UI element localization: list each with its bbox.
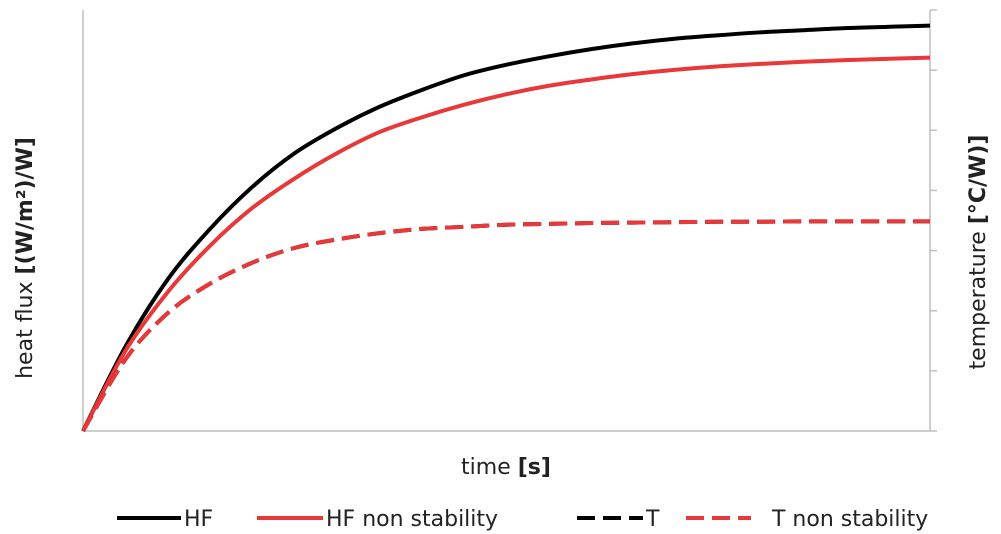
series-line-t [81,219,930,433]
left-y-axis-label: heat flux [(W/m²)/W] [13,137,38,379]
series-line-hf [81,23,931,432]
series-line-hf-non-stability [81,55,931,432]
right-y-axis-label: temperature [°C/W)] [966,135,991,370]
legend-label-hf-non-stability: HF non stability [326,507,498,532]
x-axis-label: time [s] [461,455,551,480]
right-axis-ticks [930,9,937,432]
legend: HF HF non stability T T non stability [117,507,928,532]
series-line-t-non-stability [81,219,930,433]
series-layer [81,23,931,433]
legend-label-hf: HF [184,507,213,532]
legend-label-t: T [645,507,660,532]
legend-label-t-non-stability: T non stability [771,507,928,532]
